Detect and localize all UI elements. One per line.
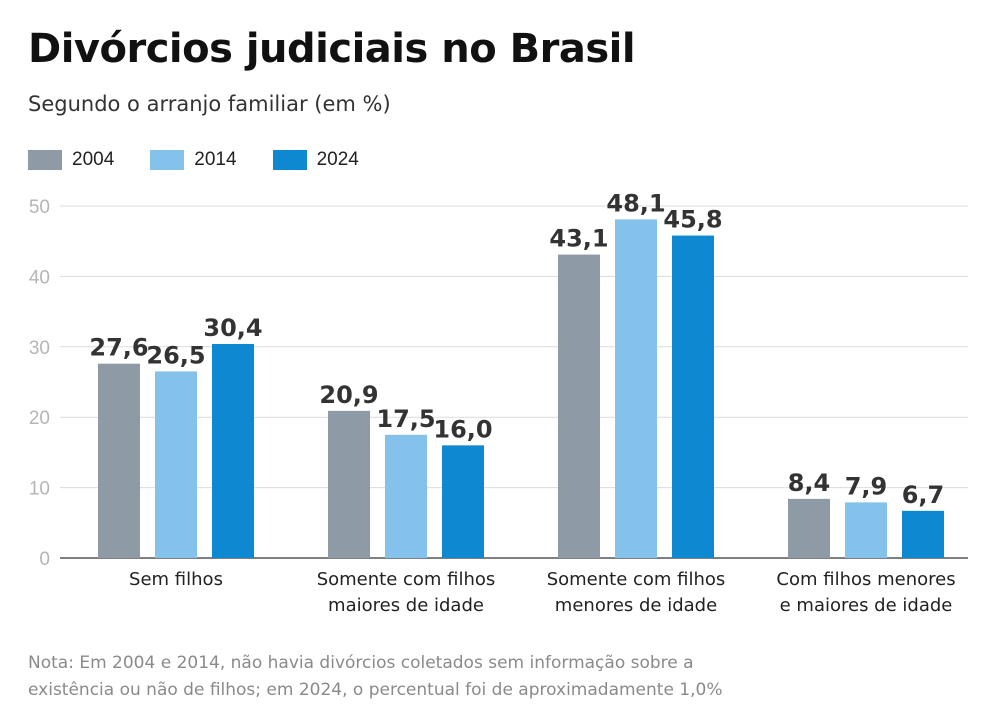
legend-label-2014: 2014 [194,149,237,170]
footnote-line-1: Nota: Em 2004 e 2014, não havia divórcio… [28,653,694,673]
y-tick-label: 30 [29,338,50,359]
data-label-2004: 27,6 [89,334,148,362]
x-category-label: Somente com filhos [547,569,726,590]
bar-2004 [558,254,600,559]
data-label-2004: 20,9 [319,381,378,409]
data-label-2024: 6,7 [902,481,945,509]
legend-item-2024: 2024 [272,149,359,171]
bar-chart: 0 10 20 30 40 50 27,626,530,4 Sem filhos 20,917,… [29,189,968,616]
bar-2014 [845,502,887,558]
chart-subtitle: Segundo o arranjo familiar (em %) [28,92,391,116]
bar-2004 [788,498,830,558]
data-label-2014: 17,5 [376,405,435,433]
bar-2014 [385,434,427,558]
bar-2004 [98,363,140,558]
y-tick-label: 40 [29,267,50,288]
data-label-2024: 30,4 [203,314,262,342]
legend-swatch-2014 [150,150,185,170]
bar-2024 [442,445,484,558]
data-label-2014: 7,9 [845,472,888,500]
x-category-label: Sem filhos [129,569,223,590]
legend-label-2024: 2024 [316,149,359,170]
bar-2024 [902,510,944,558]
x-category-label: e maiores de idade [780,595,953,616]
footnote: Nota: Em 2004 e 2014, não havia divórcio… [28,650,958,704]
data-label-2014: 48,1 [606,189,665,217]
legend-swatch-2024 [272,150,307,170]
y-tick-label: 20 [29,408,50,429]
y-tick-label: 0 [39,549,50,570]
footnote-line-2: existência ou não de filhos; em 2024, o … [28,680,723,700]
legend-label-2004: 2004 [72,149,115,170]
bar-2024 [212,343,254,558]
bar-2014 [155,371,197,558]
x-category-label: maiores de idade [328,595,484,616]
x-category-label: Com filhos menores [776,569,955,590]
data-label-2004: 8,4 [788,469,831,497]
bar-2024 [672,235,714,558]
legend-item-2004: 2004 [28,149,114,171]
x-category-label: menores de idade [555,595,717,616]
chart-title: Divórcios judiciais no Brasil [28,26,636,72]
data-label-2024: 45,8 [663,206,722,234]
data-label-2004: 43,1 [549,225,608,253]
data-label-2014: 26,5 [146,341,205,369]
x-category-label: Somente com filhos [317,569,496,590]
legend-swatch-2004 [28,150,62,170]
data-label-2024: 16,0 [433,415,492,443]
legend: 2004 2014 2024 [28,148,395,172]
y-tick-label: 50 [29,197,50,218]
bar-2014 [615,219,657,558]
y-tick-label: 10 [29,479,50,500]
bar-2004 [328,410,370,558]
legend-item-2014: 2014 [150,149,237,171]
